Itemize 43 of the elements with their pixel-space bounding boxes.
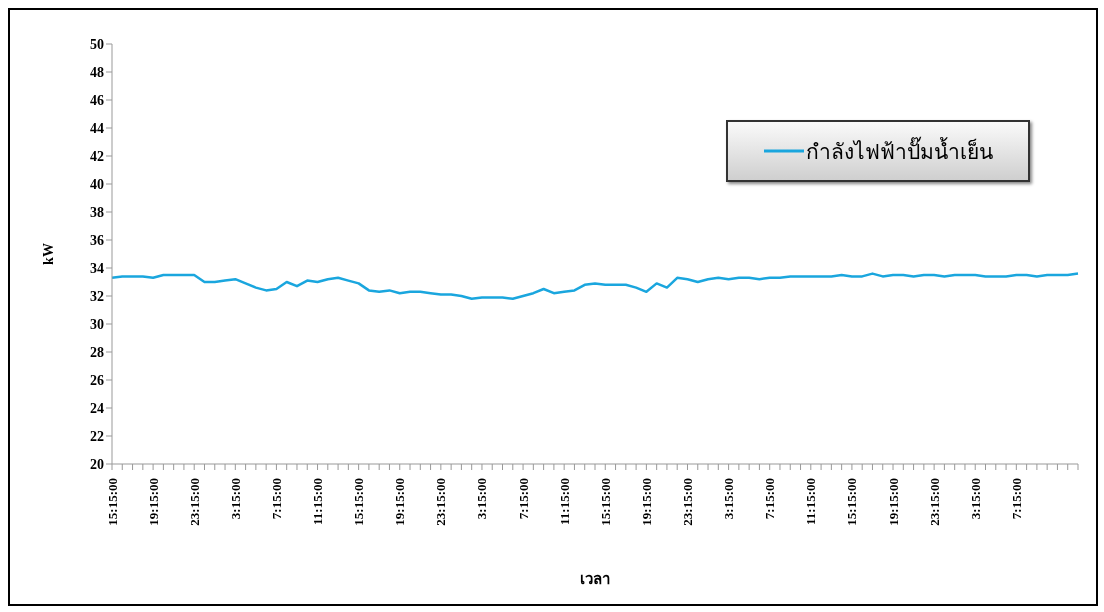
line-series bbox=[110, 272, 1080, 301]
x-tick-label: 23:15:00 bbox=[433, 478, 449, 526]
x-tick-label: 19:15:00 bbox=[392, 478, 408, 526]
x-tick-label: 23:15:00 bbox=[926, 478, 942, 526]
y-axis-title: kW bbox=[40, 243, 56, 265]
y-tick-label: 40 bbox=[90, 176, 104, 192]
x-tick-label: 23:15:00 bbox=[679, 478, 695, 526]
x-tick-label: 15:15:00 bbox=[351, 478, 367, 526]
y-tick-label: 44 bbox=[90, 120, 104, 136]
y-tick-label: 32 bbox=[90, 288, 104, 304]
x-tick-label: 11:15:00 bbox=[803, 478, 819, 525]
y-tick-label: 34 bbox=[90, 260, 104, 276]
x-tick-label: 15:15:00 bbox=[597, 478, 613, 526]
x-tick-label: 3:15:00 bbox=[474, 478, 490, 520]
x-tick-label: 15:15:00 bbox=[104, 478, 120, 526]
y-tick-label: 24 bbox=[90, 400, 104, 416]
x-tick-label: 15:15:00 bbox=[844, 478, 860, 526]
y-tick-label: 26 bbox=[90, 372, 104, 388]
x-tick-label: 19:15:00 bbox=[638, 478, 654, 526]
x-tick-label: 23:15:00 bbox=[186, 478, 202, 526]
y-tick-label: 36 bbox=[90, 232, 104, 248]
y-tick-label: 46 bbox=[90, 92, 104, 108]
y-tick-label: 30 bbox=[90, 316, 104, 332]
x-tick-label: 3:15:00 bbox=[227, 478, 243, 520]
x-tick-label: 3:15:00 bbox=[967, 478, 983, 520]
x-tick-label: 7:15:00 bbox=[515, 478, 531, 520]
y-tick-label: 22 bbox=[90, 428, 104, 444]
x-tick-label: 7:15:00 bbox=[268, 478, 284, 520]
x-axis-title: เวลา bbox=[580, 571, 610, 587]
x-tick-label: 19:15:00 bbox=[145, 478, 161, 526]
y-tick-label: 20 bbox=[90, 456, 104, 472]
y-tick-label: 50 bbox=[90, 36, 104, 52]
y-tick-label: 28 bbox=[90, 344, 104, 360]
x-tick-label: 19:15:00 bbox=[885, 478, 901, 526]
x-tick-label: 7:15:00 bbox=[1008, 478, 1024, 520]
legend-label: กำลังไฟฟ้าปั๊มน้ำเย็น bbox=[805, 135, 993, 166]
y-tick-label: 38 bbox=[90, 204, 104, 220]
x-tick-label: 3:15:00 bbox=[721, 478, 737, 520]
x-tick-label: 11:15:00 bbox=[310, 478, 326, 525]
y-tick-label: 42 bbox=[90, 148, 104, 164]
x-tick-label: 7:15:00 bbox=[762, 478, 778, 520]
x-tick-label: 11:15:00 bbox=[556, 478, 572, 525]
y-tick-label: 48 bbox=[90, 64, 104, 80]
